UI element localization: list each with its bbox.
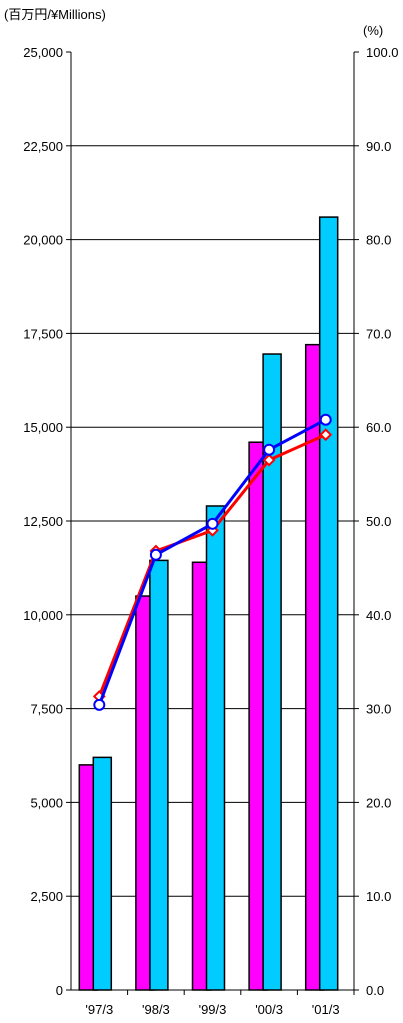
left-tick-label: 2,500 — [30, 889, 63, 904]
right-tick-label: 40.0 — [366, 608, 391, 623]
x-tick-label: '97/3 — [85, 1002, 113, 1017]
right-tick-label: 0.0 — [366, 983, 384, 998]
right-tick-label: 70.0 — [366, 326, 391, 341]
right-tick-label: 10.0 — [366, 889, 391, 904]
line-series-2-point-2 — [206, 517, 219, 530]
left-tick-label: 12,500 — [23, 514, 63, 529]
line-series-2-point-3 — [263, 443, 276, 456]
line-series-1-point-4 — [319, 428, 333, 442]
left-tick-label: 7,500 — [30, 702, 63, 717]
left-axis-ticks: 0 2,500 5,000 7,500 10,000 12,500 15,000 17,500… — [23, 45, 71, 998]
right-tick-label: 90.0 — [366, 139, 391, 154]
left-tick-label: 15,000 — [23, 420, 63, 435]
left-tick-label: 10,000 — [23, 608, 63, 623]
right-tick-label: 80.0 — [366, 233, 391, 248]
line-series-2-point-4 — [319, 413, 332, 426]
left-tick-label: 0 — [56, 983, 63, 998]
right-tick-label: 60.0 — [366, 420, 391, 435]
right-tick-label: 50.0 — [366, 514, 391, 529]
left-tick-label: 5,000 — [30, 795, 63, 810]
left-tick-label: 25,000 — [23, 45, 63, 60]
bar-series-2-1 — [149, 559, 169, 991]
bar-series-2-2 — [205, 505, 226, 991]
x-axis-ticks: '97/3 '98/3 '99/3 '00/3 '01/3 — [85, 990, 355, 1017]
line-series-2-point-0 — [93, 698, 106, 711]
right-tick-label: 20.0 — [366, 795, 391, 810]
right-axis-ticks: 0.0 10.0 20.0 30.0 40.0 50.0 60.0 70.0 80.0 90.0 1… — [354, 45, 399, 998]
left-tick-label: 22,500 — [23, 139, 63, 154]
x-tick-label: '01/3 — [312, 1002, 340, 1017]
left-axis-unit-label: (百万円/¥Millions) — [4, 7, 106, 22]
line-series-1-point-3 — [262, 453, 276, 467]
x-tick-label: '98/3 — [142, 1002, 170, 1017]
right-axis-unit-label: (%) — [363, 23, 383, 38]
right-tick-label: 30.0 — [366, 702, 391, 717]
line-series-2-point-1 — [149, 548, 162, 561]
x-tick-label: '00/3 — [255, 1002, 283, 1017]
bar-series-2-4 — [318, 216, 339, 991]
right-tick-label: 100.0 — [366, 45, 399, 60]
bar-series-2-0 — [92, 756, 113, 991]
left-tick-label: 17,500 — [23, 326, 63, 341]
x-tick-label: '99/3 — [199, 1002, 227, 1017]
line-series — [92, 413, 333, 711]
left-tick-label: 20,000 — [23, 233, 63, 248]
